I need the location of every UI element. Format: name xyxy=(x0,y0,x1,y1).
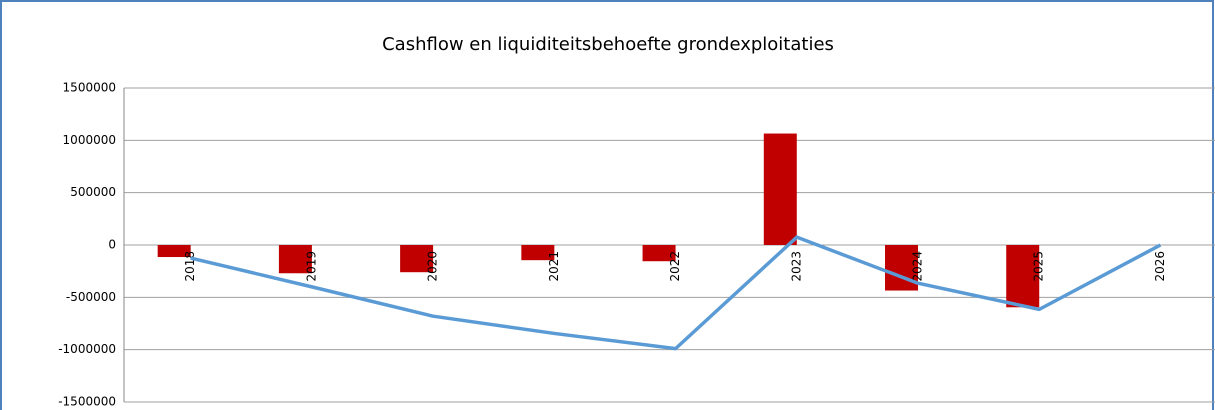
y-tick-label: 1000000 xyxy=(63,133,116,147)
bar xyxy=(642,245,676,262)
x-tick-label: 2022 xyxy=(668,251,682,282)
y-tick-label: 500000 xyxy=(70,185,116,199)
y-tick-label: -500000 xyxy=(66,290,116,304)
y-tick-label: 1500000 xyxy=(63,81,116,95)
x-tick-label: 2019 xyxy=(304,251,318,282)
chart-title: Cashflow en liquiditeitsbehoefte grondex… xyxy=(382,34,834,55)
x-tick-label: 2018 xyxy=(183,251,197,282)
x-tick-label: 2026 xyxy=(1153,251,1167,282)
y-tick-label: -1000000 xyxy=(58,342,116,356)
x-tick-label: 2023 xyxy=(789,251,803,282)
bar xyxy=(157,245,191,258)
bar xyxy=(1006,245,1040,308)
bar xyxy=(400,245,434,273)
x-tick-label: 2024 xyxy=(911,251,925,282)
bar xyxy=(763,133,797,245)
y-tick-label: 0 xyxy=(108,238,116,252)
x-tick-label: 2020 xyxy=(426,251,440,282)
line xyxy=(190,235,1162,351)
x-tick-label: 2021 xyxy=(547,251,561,282)
x-tick-label: 2025 xyxy=(1032,251,1046,282)
bar xyxy=(278,245,312,274)
y-tick-label: -1500000 xyxy=(58,395,116,409)
bar xyxy=(521,245,555,261)
